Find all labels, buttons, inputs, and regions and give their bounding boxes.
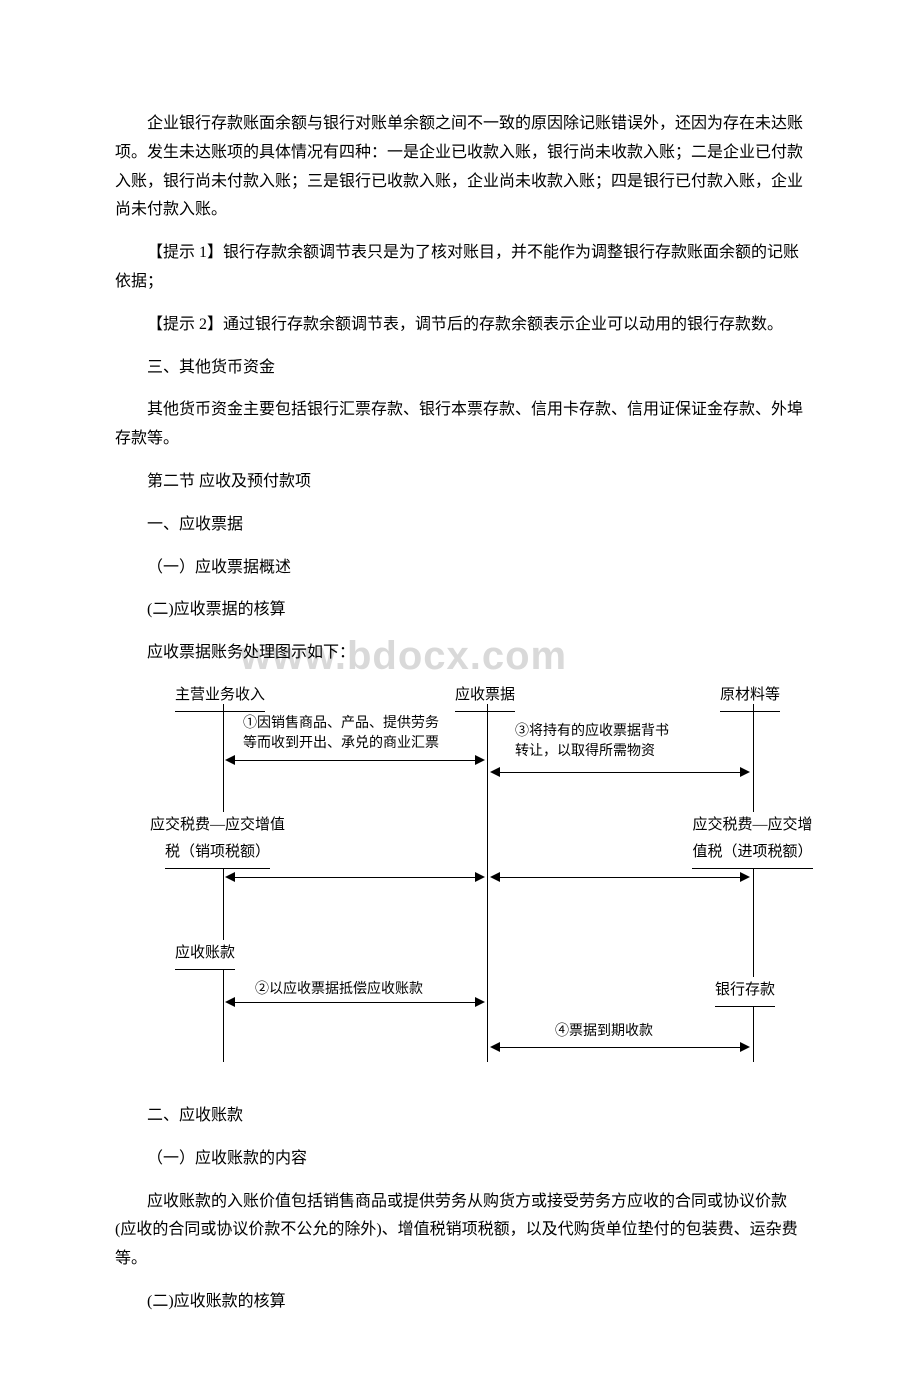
- vline: [223, 704, 224, 1062]
- paragraph: 企业银行存款账面余额与银行对账单余额之间不一致的原因除记账错误外，还因为存在未达…: [115, 110, 805, 225]
- vline: [487, 704, 488, 1062]
- paragraph: (二)应收账款的核算: [115, 1288, 805, 1317]
- node-notes-receivable: 应收票据: [455, 682, 515, 712]
- node-tax-output: 应交税费—应交增值 税（销项税额）: [125, 812, 310, 869]
- arrow-left-icon: [225, 755, 235, 765]
- arrow-right-icon: [740, 767, 750, 777]
- node-tax-output-line1: 应交税费—应交增值: [125, 812, 310, 839]
- arrow-right-icon: [475, 997, 485, 1007]
- paragraph: 一、应收票据: [115, 511, 805, 540]
- hline: [230, 760, 480, 761]
- hline: [230, 1002, 480, 1003]
- paragraph: 应收票据账务处理图示如下：: [115, 639, 805, 668]
- arrow-left-icon: [490, 767, 500, 777]
- paragraph: 其他货币资金主要包括银行汇票存款、银行本票存款、信用卡存款、信用证保证金存款、外…: [115, 396, 805, 454]
- paragraph: （一）应收票据概述: [115, 554, 805, 583]
- node-bank-deposit: 银行存款: [715, 977, 775, 1007]
- paragraph: 二、应收账款: [115, 1102, 805, 1131]
- label-1b: 等而收到开出、承兑的商业汇票: [243, 734, 439, 754]
- node-main-revenue: 主营业务收入: [175, 682, 265, 712]
- paragraph: 三、其他货币资金: [115, 354, 805, 383]
- paragraph: 【提示 2】通过银行存款余额调节表，调节后的存款余额表示企业可以动用的银行存款数…: [115, 311, 805, 340]
- node-accounts-receivable: 应收账款: [175, 940, 235, 970]
- node-tax-output-line2: 税（销项税额）: [165, 839, 270, 869]
- label-1a: ①因销售商品、产品、提供劳务: [243, 714, 439, 734]
- paragraph: （一）应收账款的内容: [115, 1145, 805, 1174]
- paragraph: 【提示 1】银行存款余额调节表只是为了核对账目，并不能作为调整银行存款账面余额的…: [115, 239, 805, 297]
- arrow-left-icon: [490, 872, 500, 882]
- label-2: ②以应收票据抵偿应收账款: [255, 980, 423, 1000]
- hline: [495, 877, 745, 878]
- arrow-right-icon: [740, 1042, 750, 1052]
- paragraph: 第二节 应收及预付款项: [115, 468, 805, 497]
- arrow-right-icon: [475, 755, 485, 765]
- paragraph: 应收账款的入账价值包括销售商品或提供劳务从购货方或接受劳务方应收的合同或协议价款…: [115, 1188, 805, 1274]
- label-3b: 转让，以取得所需物资: [515, 742, 655, 762]
- label-4: ④票据到期收款: [555, 1022, 653, 1042]
- node-tax-input-line2: 值税（进项税额）: [692, 839, 812, 869]
- label-3a: ③将持有的应收票据背书: [515, 722, 669, 742]
- hline: [495, 1047, 745, 1048]
- arrow-left-icon: [225, 872, 235, 882]
- arrow-right-icon: [740, 872, 750, 882]
- node-raw-materials: 原材料等: [720, 682, 780, 712]
- accounting-diagram: 主营业务收入 应收票据 原材料等 ①因销售商品、产品、提供劳务 等而收到开出、承…: [155, 682, 845, 1082]
- arrow-left-icon: [225, 997, 235, 1007]
- paragraph: (二)应收票据的核算: [115, 596, 805, 625]
- node-tax-input-line1: 应交税费—应交增: [665, 812, 840, 839]
- hline: [495, 772, 745, 773]
- arrow-right-icon: [475, 872, 485, 882]
- vline: [753, 704, 754, 1062]
- arrow-left-icon: [490, 1042, 500, 1052]
- document-content: 企业银行存款账面余额与银行对账单余额之间不一致的原因除记账错误外，还因为存在未达…: [115, 110, 805, 1317]
- node-tax-input: 应交税费—应交增 值税（进项税额）: [665, 812, 840, 869]
- hline: [230, 877, 480, 878]
